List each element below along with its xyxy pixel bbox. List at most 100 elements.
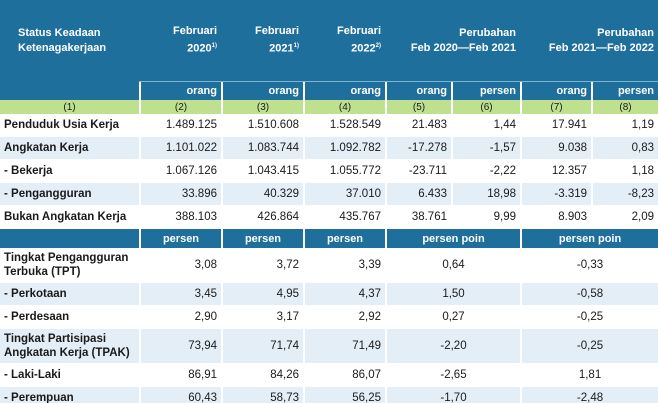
row-label: - Perempuan [0, 387, 139, 403]
table-cell: 1.489.125 [139, 114, 221, 137]
column-number: (4) [303, 100, 385, 114]
table-row: Tingkat Pengangguran Terbuka (TPT) 3,08 … [0, 248, 658, 283]
table-row: Tingkat Partisipasi Angkatan Kerja (TPAK… [0, 329, 658, 364]
row-label: - Bekerja [0, 160, 139, 183]
header-feb-2020-note: 1) [211, 43, 217, 50]
table-cell: 1.101.022 [139, 137, 221, 160]
table-row: - Perkotaan 3,45 4,95 4,37 1,50 -0,58 [0, 283, 658, 306]
table-cell: -2,20 [385, 329, 521, 364]
unit-cell: orang [303, 82, 385, 100]
table-cell: -2,65 [385, 364, 521, 387]
header-feb-2020-year: 2020 [187, 42, 212, 55]
header-feb-2022-note: 2) [375, 43, 381, 50]
row-label: - Pengangguran [0, 183, 139, 206]
unit-cell: persen poin [385, 229, 521, 248]
row-label: - Perdesaan [0, 306, 139, 329]
unit-cell: persen [221, 229, 303, 248]
table-cell: 58,73 [221, 387, 303, 403]
table-row: - Pengangguran 33.896 40.329 37.010 6.43… [0, 183, 658, 206]
column-number: (2) [139, 100, 221, 114]
unit-cell: orang [139, 82, 221, 100]
table-cell: 1,50 [385, 283, 521, 306]
header-feb-2020-line1: Februari [172, 25, 217, 38]
table-cell: 1.083.744 [221, 137, 303, 160]
table-row: - Laki-Laki 86,91 84,26 86,07 -2,65 1,81 [0, 364, 658, 387]
table-cell: 426.864 [221, 206, 303, 229]
unit-row: orang orang orang orang persen orang per… [0, 82, 658, 100]
table-cell: 4,95 [221, 283, 303, 306]
table-row: - Perempuan 60,43 58,73 56,25 -1,70 -2,4… [0, 387, 658, 403]
table-cell: 1.067.126 [139, 160, 221, 183]
table-row: Penduduk Usia Kerja 1.489.125 1.510.608 … [0, 114, 658, 137]
table-cell: 388.103 [139, 206, 221, 229]
table-cell: 86,91 [139, 364, 221, 387]
unit-cell: orang [520, 82, 592, 100]
column-number-row: (1) (2) (3) (4) (5) (6) (7) (8) [0, 100, 658, 114]
header-change-2021-2022-line2: Feb 2021—Feb 2022 [548, 41, 655, 54]
column-number: (7) [520, 100, 592, 114]
table-cell: 17.941 [520, 114, 592, 137]
table-cell: 3,17 [221, 306, 303, 329]
table-cell: -1,57 [451, 137, 521, 160]
table-cell: -0,58 [520, 283, 658, 306]
table-cell: 18,98 [451, 183, 521, 206]
table-cell: 0,64 [385, 248, 521, 283]
unit-cell-empty [0, 229, 139, 248]
table-cell: 1,19 [591, 114, 658, 137]
table-cell: 9,99 [451, 206, 521, 229]
table-row: - Bekerja 1.067.126 1.043.415 1.055.772 … [0, 160, 658, 183]
header-feb-2020: Februari 20201) [139, 0, 221, 82]
table-cell: 8.903 [520, 206, 592, 229]
table-cell: 6.433 [385, 183, 451, 206]
column-number: (3) [221, 100, 303, 114]
unit-cell: orang [385, 82, 451, 100]
table-cell: -1,70 [385, 387, 521, 403]
row-label: Penduduk Usia Kerja [0, 114, 139, 137]
row-label: Bukan Angkatan Kerja [0, 206, 139, 229]
table-cell: -2,22 [451, 160, 521, 183]
header-status-line2: Ketenagakerjaan [18, 42, 107, 54]
unit-cell: persen [451, 82, 521, 100]
table-cell: 60,43 [139, 387, 221, 403]
header-change-2020-2021-line2: Feb 2020—Feb 2021 [410, 41, 517, 54]
table-cell: 3,39 [303, 248, 385, 283]
table-cell: 4,37 [303, 283, 385, 306]
table-cell: 1,81 [520, 364, 658, 387]
table-cell: -2,48 [520, 387, 658, 403]
row-label: Tingkat Partisipasi Angkatan Kerja (TPAK… [0, 329, 139, 364]
header-row: Status Keadaan Ketenagakerjaan Februari … [0, 0, 658, 82]
table-cell: -0,33 [520, 248, 658, 283]
table-cell: 1.043.415 [221, 160, 303, 183]
header-feb-2022-line1: Februari [336, 25, 381, 38]
table-cell: 1.528.549 [303, 114, 385, 137]
row-label: Angkatan Kerja [0, 137, 139, 160]
header-feb-2021: Februari 20211) [221, 0, 303, 82]
table-row: Angkatan Kerja 1.101.022 1.083.744 1.092… [0, 137, 658, 160]
table-cell: 71,49 [303, 329, 385, 364]
unit-cell: orang [221, 82, 303, 100]
header-feb-2021-note: 1) [293, 43, 299, 50]
row-label: - Perkotaan [0, 283, 139, 306]
header-change-2020-2021-line1: Perubahan [459, 26, 517, 39]
table-row: - Perdesaan 2,90 3,17 2,92 0,27 -0,25 [0, 306, 658, 329]
table-cell: 3,45 [139, 283, 221, 306]
table-cell: 56,25 [303, 387, 385, 403]
column-number: (1) [0, 100, 139, 114]
row-label: Tingkat Pengangguran Terbuka (TPT) [0, 248, 139, 283]
table-cell: 0,27 [385, 306, 521, 329]
table-cell: -23.711 [385, 160, 451, 183]
table-cell: 1.510.608 [221, 114, 303, 137]
table-cell: 84,26 [221, 364, 303, 387]
table-cell: 37.010 [303, 183, 385, 206]
unit-cell: persen [139, 229, 221, 248]
table-cell: 3,72 [221, 248, 303, 283]
table-cell: 86,07 [303, 364, 385, 387]
table-cell: 40.329 [221, 183, 303, 206]
table-cell: 1,44 [451, 114, 521, 137]
table-cell: 0,83 [591, 137, 658, 160]
row-label: - Laki-Laki [0, 364, 139, 387]
table-cell: -0,25 [520, 306, 658, 329]
table-cell: -8,23 [591, 183, 658, 206]
table-cell: 435.767 [303, 206, 385, 229]
